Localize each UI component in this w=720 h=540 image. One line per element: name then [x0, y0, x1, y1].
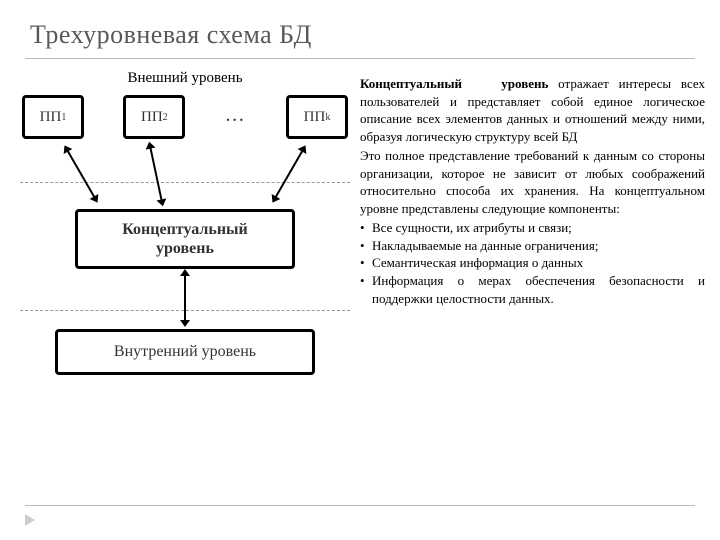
conceptual-label: Концептуальный уровень [122, 220, 248, 258]
internal-box: Внутренний уровень [55, 329, 315, 375]
arrow-2 [149, 147, 162, 200]
description-text: Концептуальный уровень отражает интересы… [360, 75, 705, 307]
pp1-sub: 1 [61, 112, 66, 123]
ppk-sub: k [325, 112, 330, 123]
internal-label: Внутренний уровень [114, 343, 256, 361]
pp2-box: ПП2 [123, 95, 185, 139]
title-divider [25, 58, 695, 59]
para1-bold1: Концептуальный [360, 76, 462, 91]
arrows-bottom [20, 269, 350, 329]
pp2-sub: 2 [163, 112, 168, 123]
pp1-base: ПП [40, 109, 62, 126]
ppk-base: ПП [304, 109, 326, 126]
pp1-box: ПП1 [22, 95, 84, 139]
slide-title: Трехуровневая схема БД [30, 20, 312, 50]
conceptual-box: Концептуальный уровень [75, 209, 295, 269]
para2: Это полное представление требований к да… [360, 147, 705, 217]
pp2-base: ПП [141, 109, 163, 126]
pp-boxes-row: ПП1 ПП2 … ППk [20, 95, 350, 139]
external-level-label: Внешний уровень [20, 70, 350, 87]
para1-bold2: уровень [501, 76, 548, 91]
arrow-1 [67, 150, 96, 198]
bullet-list: Все сущности, их атрибуты и связи; Накла… [360, 219, 705, 307]
three-level-diagram: Внешний уровень ПП1 ПП2 … ППk Концептуал… [20, 70, 350, 490]
bottom-divider [25, 505, 695, 506]
ellipsis: … [225, 104, 247, 131]
para1: Концептуальный уровень отражает интересы… [360, 76, 705, 144]
bullet-4: Информация о мерах обеспечения безопасно… [360, 272, 705, 307]
ppk-box: ППk [286, 95, 348, 139]
arrow-4 [184, 275, 186, 321]
bullet-3: Семантическая информация о данных [360, 254, 705, 272]
bullet-2: Накладываемые на данные ограничения; [360, 237, 705, 255]
arrows-top [20, 139, 350, 209]
slide-marker-icon [25, 514, 35, 526]
arrow-3 [275, 150, 304, 198]
bullet-1: Все сущности, их атрибуты и связи; [360, 219, 705, 237]
